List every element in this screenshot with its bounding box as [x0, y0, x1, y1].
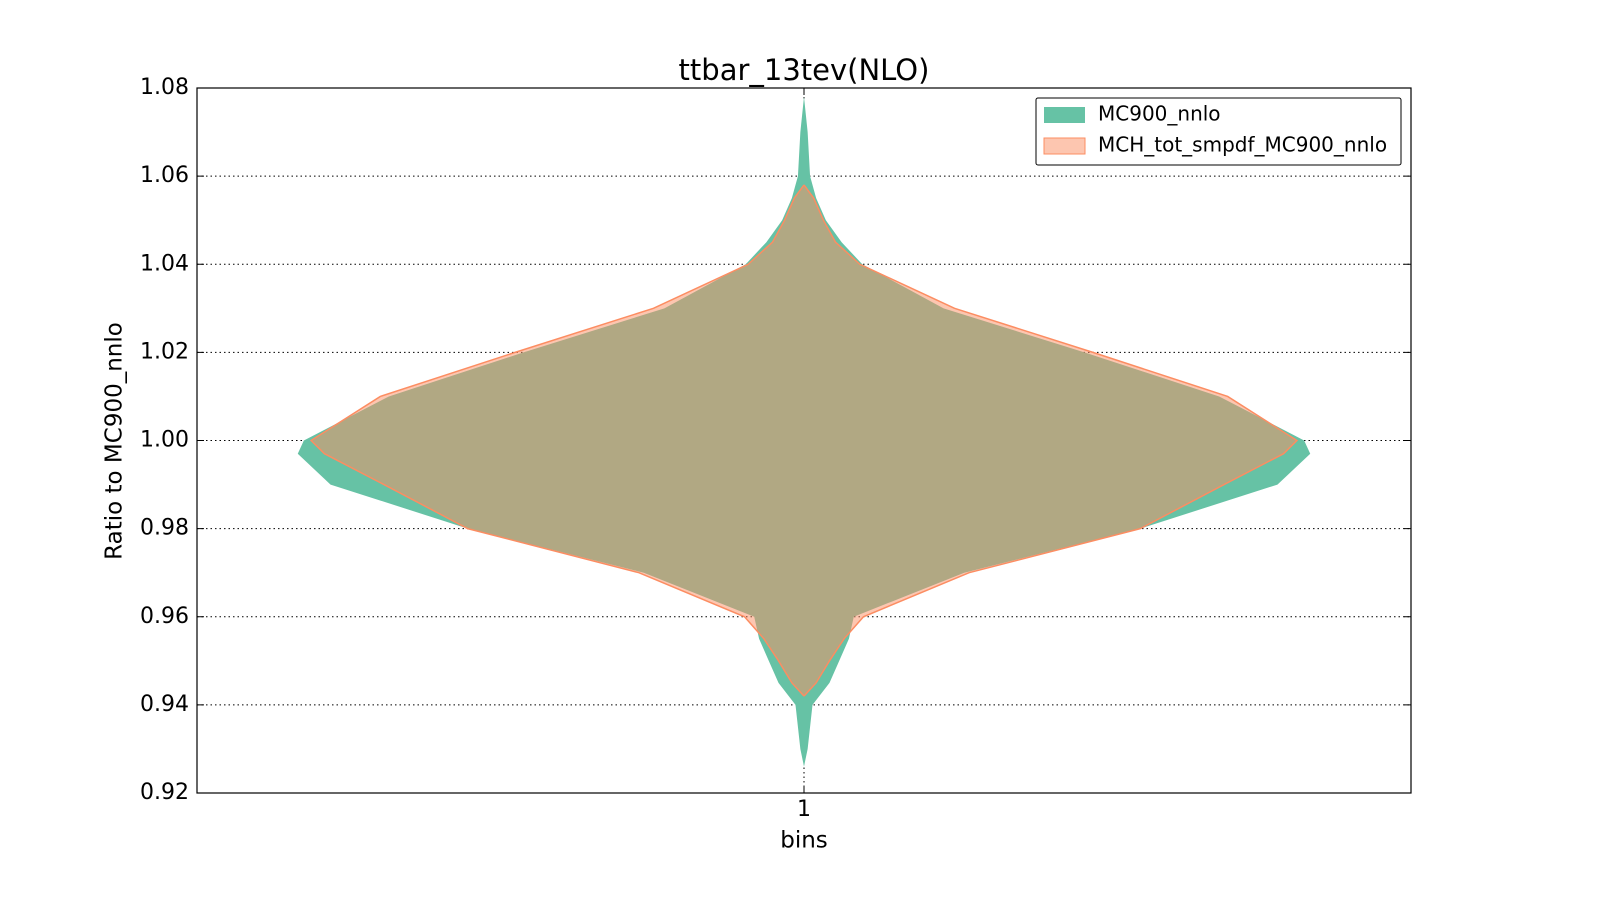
legend-label: MCH_tot_smpdf_MC900_nnlo — [1098, 133, 1387, 157]
y-tick-label: 1.00 — [140, 428, 189, 453]
y-tick-label: 1.06 — [140, 163, 189, 188]
y-tick-label: 1.02 — [140, 339, 189, 364]
legend-swatch — [1043, 137, 1086, 155]
legend-swatch — [1044, 107, 1085, 123]
y-tick-label: 0.98 — [140, 516, 189, 541]
plot-frame — [196, 87, 1412, 794]
y-tick-label: 0.94 — [140, 692, 189, 717]
x-axis-label: bins — [780, 828, 828, 854]
y-axis-label: Ratio to MC900_nnlo — [102, 322, 128, 560]
violin-half — [309, 184, 805, 697]
y-tick-label: 0.92 — [140, 780, 189, 805]
violin-half — [803, 184, 1299, 697]
legend-box — [1035, 97, 1402, 166]
y-tick-label: 0.96 — [140, 604, 189, 629]
y-tick-label: 1.08 — [140, 75, 189, 100]
legend-label: MC900_nnlo — [1098, 102, 1221, 126]
chart-title: ttbar_13tev(NLO) — [679, 53, 930, 87]
x-tick-label: 1 — [797, 797, 811, 822]
y-tick-label: 1.04 — [140, 251, 189, 276]
